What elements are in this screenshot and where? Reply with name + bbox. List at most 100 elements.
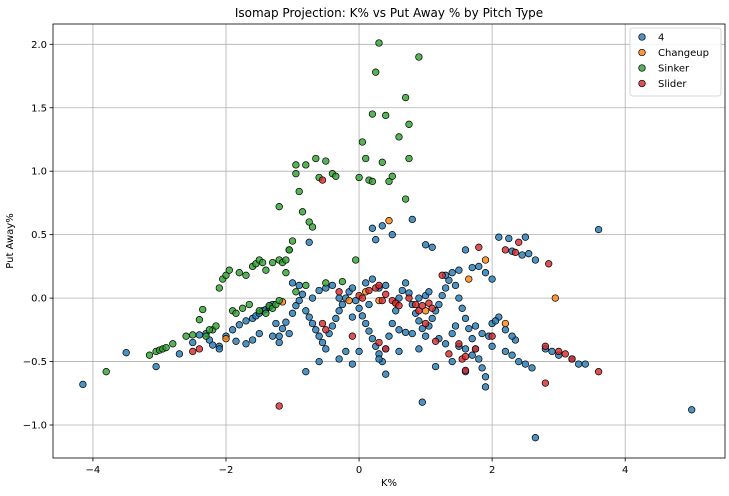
y-axis-label: Put Away% bbox=[5, 213, 16, 268]
data-point bbox=[525, 250, 533, 258]
data-point bbox=[372, 68, 380, 76]
data-point bbox=[368, 335, 377, 343]
data-point bbox=[488, 275, 496, 283]
data-point bbox=[248, 336, 257, 344]
legend-marker bbox=[638, 33, 646, 41]
data-point bbox=[382, 370, 390, 378]
x-tick-label: −4 bbox=[86, 465, 101, 476]
chart-title: Isomap Projection: K% vs Put Away % by P… bbox=[235, 6, 543, 20]
y-tick-label: 1.0 bbox=[31, 167, 47, 178]
data-point bbox=[531, 434, 540, 442]
data-point bbox=[348, 360, 357, 368]
data-point bbox=[235, 321, 243, 329]
data-point bbox=[415, 53, 423, 61]
data-point bbox=[468, 351, 476, 359]
data-point bbox=[428, 314, 436, 323]
data-point bbox=[428, 304, 436, 312]
y-tick-label: 0.5 bbox=[31, 230, 47, 241]
legend-marker bbox=[638, 79, 646, 88]
data-point bbox=[475, 355, 483, 363]
data-point bbox=[501, 326, 510, 334]
data-point bbox=[398, 286, 406, 295]
data-point bbox=[318, 319, 327, 328]
data-point bbox=[515, 357, 523, 366]
data-point bbox=[242, 271, 250, 279]
data-point bbox=[332, 172, 340, 180]
data-point bbox=[378, 222, 386, 230]
data-point bbox=[481, 256, 490, 264]
data-point bbox=[382, 281, 390, 290]
data-point bbox=[358, 312, 367, 320]
data-point bbox=[275, 402, 283, 410]
data-point bbox=[431, 362, 440, 371]
data-point bbox=[378, 296, 386, 305]
data-point bbox=[551, 294, 559, 302]
data-point bbox=[315, 357, 323, 366]
data-point bbox=[232, 309, 240, 317]
data-point bbox=[375, 281, 383, 290]
data-point bbox=[275, 203, 283, 211]
data-point bbox=[368, 224, 377, 232]
data-point bbox=[501, 246, 510, 254]
data-point bbox=[428, 243, 436, 251]
data-point bbox=[451, 322, 460, 330]
data-point bbox=[468, 335, 476, 343]
data-point bbox=[415, 294, 423, 302]
data-point bbox=[505, 234, 513, 243]
data-point bbox=[388, 319, 396, 328]
data-point bbox=[488, 342, 496, 350]
data-point bbox=[401, 328, 410, 337]
data-point bbox=[395, 347, 403, 356]
data-point bbox=[262, 266, 270, 274]
data-point bbox=[555, 347, 563, 356]
data-point bbox=[228, 326, 237, 334]
data-point bbox=[395, 302, 403, 310]
data-point bbox=[395, 326, 403, 334]
data-point bbox=[418, 302, 426, 310]
data-point bbox=[461, 366, 470, 375]
data-point bbox=[581, 360, 589, 368]
legend-label: Slider bbox=[658, 79, 687, 90]
data-point bbox=[365, 300, 373, 309]
data-point bbox=[392, 307, 400, 315]
y-tick-label: −0.5 bbox=[23, 357, 47, 368]
data-point bbox=[292, 170, 300, 178]
data-point bbox=[441, 284, 450, 292]
data-point bbox=[205, 326, 214, 334]
data-point bbox=[275, 296, 283, 305]
data-point bbox=[435, 300, 443, 309]
data-point bbox=[421, 319, 430, 328]
data-point bbox=[258, 258, 267, 267]
data-point bbox=[478, 329, 486, 338]
data-point bbox=[255, 307, 263, 315]
data-point bbox=[365, 327, 373, 335]
data-point bbox=[362, 279, 370, 287]
data-point bbox=[518, 251, 526, 259]
data-point bbox=[195, 331, 204, 339]
data-point bbox=[508, 332, 516, 340]
data-point bbox=[315, 286, 323, 295]
data-point bbox=[348, 284, 357, 292]
data-point bbox=[358, 138, 367, 146]
data-point bbox=[288, 309, 297, 317]
legend-marker bbox=[638, 48, 646, 57]
data-point bbox=[189, 331, 197, 339]
data-point bbox=[285, 246, 293, 254]
data-point bbox=[465, 324, 473, 333]
data-point bbox=[531, 256, 540, 264]
data-points bbox=[79, 39, 696, 442]
data-point bbox=[411, 300, 420, 309]
data-point bbox=[348, 332, 357, 340]
data-point bbox=[189, 347, 197, 356]
data-point bbox=[448, 357, 456, 366]
data-point bbox=[232, 337, 240, 345]
data-point bbox=[511, 248, 520, 257]
data-point bbox=[368, 275, 377, 283]
data-point bbox=[175, 350, 184, 358]
data-point bbox=[375, 338, 383, 347]
data-point bbox=[461, 345, 470, 353]
data-point bbox=[312, 326, 320, 334]
data-point bbox=[312, 154, 320, 163]
